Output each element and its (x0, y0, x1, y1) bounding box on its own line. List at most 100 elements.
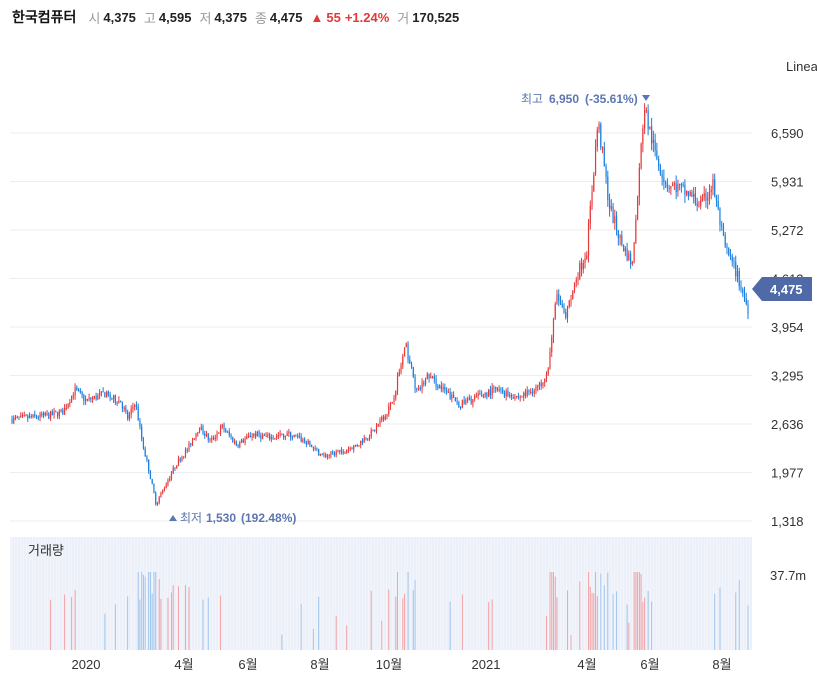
volume-bar (144, 576, 146, 650)
candle (416, 387, 418, 393)
last-price-tag: 4,475 (752, 277, 812, 301)
candle-body (430, 376, 432, 379)
candle (698, 200, 700, 208)
candle (30, 413, 32, 419)
candle (102, 387, 104, 393)
candle-body (503, 392, 506, 397)
volume-bar (414, 580, 416, 650)
candle-body (28, 415, 31, 419)
volume-bar (158, 579, 160, 650)
candle-body (531, 391, 534, 394)
candle-body (735, 262, 737, 277)
candle-body (351, 448, 353, 450)
volume-bar (404, 593, 406, 650)
candle-body (123, 407, 125, 409)
candle (510, 393, 513, 401)
candle-body (475, 396, 477, 398)
candle (479, 389, 481, 396)
candle-body (467, 399, 469, 401)
candle-body (542, 382, 544, 386)
candle-body (561, 304, 563, 307)
candle (332, 449, 334, 455)
candle-body (21, 415, 24, 417)
candle-body (447, 391, 449, 393)
candle-body (344, 452, 346, 454)
candle-body (335, 451, 337, 456)
candle (21, 412, 24, 419)
candle (258, 429, 260, 438)
candle (486, 391, 488, 400)
candle-body (414, 376, 416, 389)
candle-body (570, 299, 572, 301)
candle-body (433, 376, 435, 380)
candle (640, 142, 642, 170)
candle-body (69, 402, 71, 405)
candle-body (495, 387, 497, 389)
volume-bar (139, 599, 141, 650)
candle (16, 415, 18, 419)
candle-body (696, 202, 698, 207)
candle-body (86, 399, 88, 401)
candle (288, 428, 290, 437)
candle-body (633, 242, 635, 263)
candle-body (665, 181, 667, 184)
candle-body (41, 413, 43, 416)
candle-body (374, 429, 376, 431)
volume-bar (747, 605, 749, 650)
high-marker-label: 최고 (521, 92, 543, 106)
candle (559, 295, 562, 306)
candle (277, 431, 279, 439)
candle (684, 179, 686, 203)
candle (659, 163, 661, 176)
candle-body (454, 397, 456, 402)
candle-body (207, 433, 209, 440)
candle (198, 427, 201, 434)
candle (517, 392, 520, 400)
scale-mode-button[interactable]: Linear (786, 59, 817, 74)
candle-body (276, 435, 278, 439)
candle-body (431, 376, 434, 378)
candle-body (177, 458, 180, 466)
volume-bar (64, 594, 66, 650)
candle (566, 305, 569, 323)
low-marker: 최저 1,530 (192.48%) (169, 511, 296, 525)
candle-body (375, 425, 378, 431)
candle (51, 409, 53, 416)
candle (44, 411, 46, 417)
time-tick-label: 10월 (376, 657, 402, 672)
candle (615, 211, 618, 236)
candle-body (507, 390, 509, 396)
candle (263, 433, 265, 437)
candle-body (170, 473, 173, 479)
candle (622, 244, 625, 252)
volume-bar (148, 572, 150, 650)
candle (621, 230, 623, 247)
candle-body (693, 193, 695, 197)
candle (586, 251, 588, 260)
candle-body (582, 262, 584, 270)
candle-body (254, 433, 257, 437)
candle (295, 434, 297, 437)
candle (281, 433, 283, 436)
candle (106, 390, 108, 398)
candle-body (661, 174, 663, 178)
volume-panel: 거래량 (10, 537, 752, 650)
candle-body (237, 445, 239, 447)
candle-body (505, 390, 507, 397)
candle (445, 387, 448, 395)
candle (666, 178, 668, 193)
candle (629, 250, 632, 269)
candle-body (656, 150, 658, 159)
candle-body (34, 414, 36, 416)
candle-body (682, 184, 684, 186)
candle-body (596, 129, 598, 147)
candle (118, 396, 120, 404)
candle-body (666, 183, 668, 188)
candle-body (291, 437, 293, 439)
candle-body (85, 399, 87, 401)
candle (346, 449, 348, 454)
candle-body (579, 263, 581, 279)
volume-bar (388, 589, 390, 650)
candle (65, 403, 67, 411)
